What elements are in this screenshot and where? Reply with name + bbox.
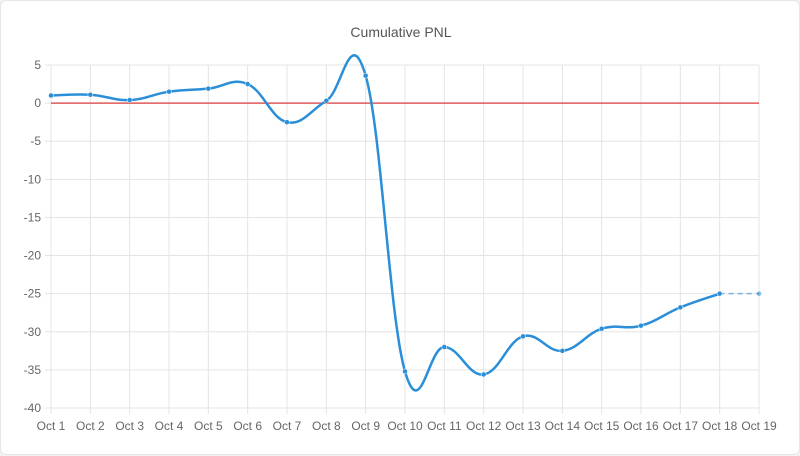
x-tick-label: Oct 15 bbox=[584, 419, 620, 433]
x-tick-label: Oct 9 bbox=[351, 419, 380, 433]
y-tick-label: 0 bbox=[34, 96, 41, 110]
y-tick-label: -20 bbox=[24, 249, 42, 263]
y-tick-label: -15 bbox=[24, 210, 42, 224]
data-point bbox=[756, 290, 762, 297]
data-point bbox=[205, 85, 212, 92]
x-tick-label: Oct 18 bbox=[702, 419, 738, 433]
data-point bbox=[284, 119, 290, 125]
x-tick-label: Oct 3 bbox=[115, 419, 144, 433]
y-tick-label: 5 bbox=[34, 58, 41, 72]
y-tick-label: -40 bbox=[24, 401, 42, 415]
series-line bbox=[50, 54, 721, 392]
x-tick-label: Oct 6 bbox=[233, 419, 262, 433]
data-point bbox=[402, 368, 408, 375]
series bbox=[48, 54, 762, 392]
x-tick-label: Oct 12 bbox=[466, 419, 502, 433]
data-point bbox=[126, 97, 133, 103]
x-tick-label: Oct 5 bbox=[194, 419, 223, 433]
data-point bbox=[480, 371, 487, 378]
data-point bbox=[244, 81, 251, 87]
chart-title: Cumulative PNL bbox=[350, 24, 451, 40]
x-tick-label: Oct 13 bbox=[505, 419, 541, 433]
x-tick-label: Oct 16 bbox=[623, 419, 659, 433]
y-tick-label: -25 bbox=[24, 287, 42, 301]
data-point bbox=[323, 98, 330, 104]
x-tick-label: Oct 17 bbox=[663, 419, 699, 433]
x-tick-label: Oct 8 bbox=[312, 419, 341, 433]
data-point bbox=[677, 304, 684, 311]
data-point bbox=[520, 333, 526, 340]
data-point bbox=[441, 344, 448, 350]
data-point bbox=[559, 348, 566, 354]
x-tick-label: Oct 14 bbox=[545, 419, 581, 433]
grid bbox=[45, 64, 760, 414]
y-tick-label: -35 bbox=[24, 363, 42, 377]
x-tick-label: Oct 11 bbox=[427, 419, 462, 433]
x-tick-label: Oct 10 bbox=[387, 419, 423, 433]
x-tick-label: Oct 4 bbox=[155, 419, 184, 433]
data-point bbox=[716, 290, 723, 297]
y-tick-label: -30 bbox=[24, 325, 42, 339]
data-point bbox=[362, 72, 369, 79]
axes: Oct 1 Oct 2 Oct 3 Oct 4 Oct 5 Oct 6 Oct 7 Oct 8… bbox=[24, 58, 777, 433]
data-point bbox=[87, 91, 94, 98]
x-tick-label: Oct 7 bbox=[273, 419, 302, 433]
data-point bbox=[638, 322, 644, 329]
data-point bbox=[48, 92, 54, 99]
data-point bbox=[598, 325, 605, 332]
y-tick-label: -10 bbox=[24, 172, 42, 186]
y-tick-label: -5 bbox=[30, 134, 41, 148]
data-point bbox=[166, 88, 172, 95]
x-tick-label: Oct 19 bbox=[741, 419, 777, 433]
x-tick-label: Oct 1 bbox=[37, 419, 66, 433]
x-tick-label: Oct 2 bbox=[76, 419, 105, 433]
